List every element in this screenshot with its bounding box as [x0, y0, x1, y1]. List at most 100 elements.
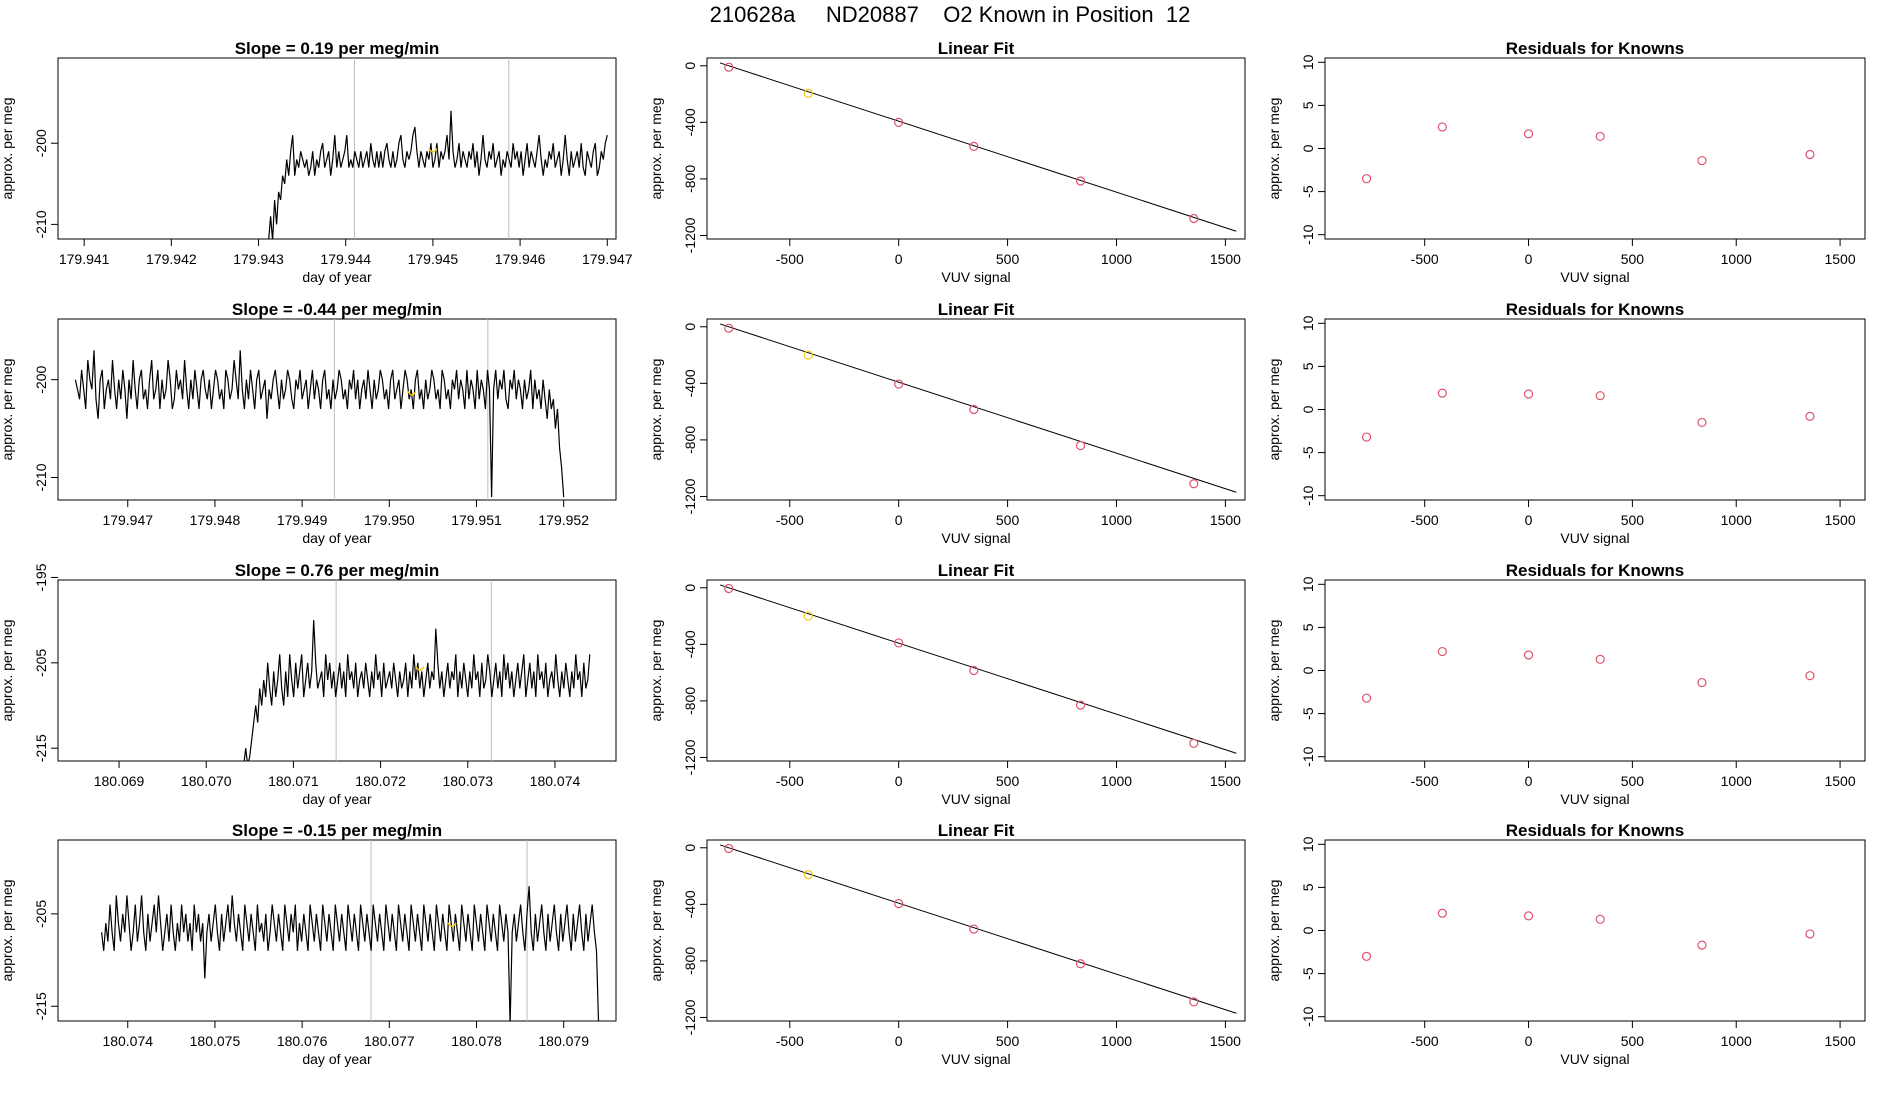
- data-point: [969, 404, 979, 415]
- plot-area: [719, 62, 1237, 232]
- x-tick-label: 0: [1525, 773, 1533, 789]
- x-tick-label: 1500: [1824, 251, 1855, 267]
- plot-frame: [706, 839, 1246, 1022]
- x-tick-label: 1000: [1101, 512, 1132, 528]
- chart-title: Residuals for Knowns: [1506, 300, 1685, 319]
- data-point: [1805, 671, 1815, 681]
- x-tick-label: 0: [1525, 251, 1533, 267]
- x-tick-label: 180.072: [355, 773, 406, 789]
- data-point: [1805, 149, 1815, 160]
- x-tick-label: 179.945: [408, 251, 459, 267]
- panel-2-2: Linear Fit VUV signal approx. per meg -500 0…: [648, 300, 1246, 546]
- x-tick-label: 1000: [1101, 773, 1132, 789]
- x-tick-label: 179.947: [102, 512, 153, 528]
- y-axis-label: approx. per meg: [1266, 98, 1282, 200]
- x-tick-label: 1000: [1101, 1033, 1132, 1049]
- x-tick-label: 179.952: [538, 512, 589, 528]
- x-tick-label: 179.951: [451, 512, 502, 528]
- page-title: 210628a ND20887 O2 Known in Position 12: [709, 2, 1191, 27]
- x-axis-label: VUV signal: [1560, 791, 1629, 807]
- data-point: [1189, 213, 1199, 224]
- x-tick-label: 0: [1525, 1033, 1533, 1049]
- data-point: [724, 583, 734, 594]
- plot-area: [243, 580, 591, 761]
- x-tick-label: 180.071: [268, 773, 319, 789]
- x-tick-label: 0: [895, 512, 903, 528]
- highlight-point: [803, 611, 813, 621]
- plot-frame: [1324, 318, 1866, 501]
- x-tick-label: 500: [996, 512, 1020, 528]
- plot-frame: [706, 579, 1246, 762]
- data-point: [1697, 940, 1707, 950]
- data-point: [1523, 650, 1534, 660]
- y-axis-label: approx. per meg: [1266, 359, 1282, 461]
- y-tick-label: 0: [682, 323, 698, 331]
- data-point: [1075, 700, 1086, 710]
- x-tick-label: 179.944: [320, 251, 371, 267]
- x-tick-label: 179.949: [277, 512, 328, 528]
- data-point: [724, 843, 734, 854]
- x-tick-label: 180.078: [451, 1033, 502, 1049]
- y-tick-label: 0: [682, 584, 698, 592]
- y-tick-label: 10: [1300, 54, 1316, 70]
- x-tick-label: 180.075: [190, 1033, 241, 1049]
- x-tick-label: 500: [1621, 1033, 1645, 1049]
- y-axis-label: approx. per meg: [648, 359, 664, 461]
- x-tick-label: 0: [895, 1033, 903, 1049]
- x-tick-label: 179.946: [495, 251, 546, 267]
- y-tick-label: -10: [1300, 1006, 1316, 1026]
- data-point: [969, 665, 979, 676]
- y-tick-label: -800: [682, 687, 698, 715]
- highlight-marker: [447, 922, 457, 928]
- highlight-point: [803, 350, 813, 360]
- data-point: [1595, 654, 1605, 664]
- x-tick-label: -500: [776, 251, 804, 267]
- x-tick-label: -500: [1411, 512, 1439, 528]
- x-axis-label: day of year: [302, 791, 372, 807]
- x-tick-label: 500: [996, 1033, 1020, 1049]
- x-tick-label: 1500: [1210, 773, 1241, 789]
- x-axis-label: VUV signal: [1560, 530, 1629, 546]
- x-tick-label: 1500: [1824, 512, 1855, 528]
- y-tick-label: 5: [1300, 101, 1316, 109]
- x-axis-label: VUV signal: [941, 1051, 1010, 1067]
- panel-3-2: Residuals for Knowns VUV signal approx. pe…: [1266, 300, 1866, 546]
- plot-area: [719, 843, 1237, 1014]
- x-tick-label: 180.073: [442, 773, 493, 789]
- x-tick-label: 1500: [1210, 251, 1241, 267]
- x-axis-label: VUV signal: [941, 269, 1010, 285]
- data-point: [1595, 914, 1605, 924]
- highlight-point: [803, 870, 813, 880]
- chart-title: Residuals for Knowns: [1506, 39, 1685, 58]
- y-tick-label: 10: [1300, 315, 1316, 331]
- y-tick-label: 0: [1300, 666, 1316, 674]
- y-axis-label: approx. per meg: [648, 880, 664, 982]
- y-tick-label: 0: [1300, 926, 1316, 934]
- y-axis-label: approx. per meg: [648, 98, 664, 200]
- x-tick-label: 1000: [1721, 773, 1752, 789]
- x-tick-label: 1000: [1721, 251, 1752, 267]
- data-point: [894, 379, 904, 389]
- x-tick-label: 179.942: [146, 251, 197, 267]
- y-tick-label: 0: [1300, 405, 1316, 413]
- x-tick-label: 1500: [1824, 773, 1855, 789]
- y-tick-label: 5: [1300, 883, 1316, 891]
- data-point: [1595, 391, 1605, 401]
- panel-1-1: Slope = 0.19 per meg/min day of year appro…: [0, 39, 633, 285]
- x-tick-label: -500: [776, 773, 804, 789]
- x-axis-label: day of year: [302, 269, 372, 285]
- chart-title: Linear Fit: [938, 39, 1015, 58]
- y-tick-label: -205: [33, 649, 49, 677]
- plot-area: [74, 319, 565, 500]
- data-point: [1361, 951, 1372, 961]
- y-tick-label: -1200: [682, 999, 698, 1035]
- x-axis-label: VUV signal: [1560, 269, 1629, 285]
- data-point: [1523, 129, 1534, 139]
- plot-area: [719, 583, 1237, 754]
- x-tick-label: 179.947: [582, 251, 633, 267]
- y-axis-label: approx. per meg: [0, 98, 15, 200]
- y-tick-label: -215: [33, 992, 49, 1020]
- plot-frame: [57, 318, 617, 501]
- y-tick-label: -400: [682, 108, 698, 136]
